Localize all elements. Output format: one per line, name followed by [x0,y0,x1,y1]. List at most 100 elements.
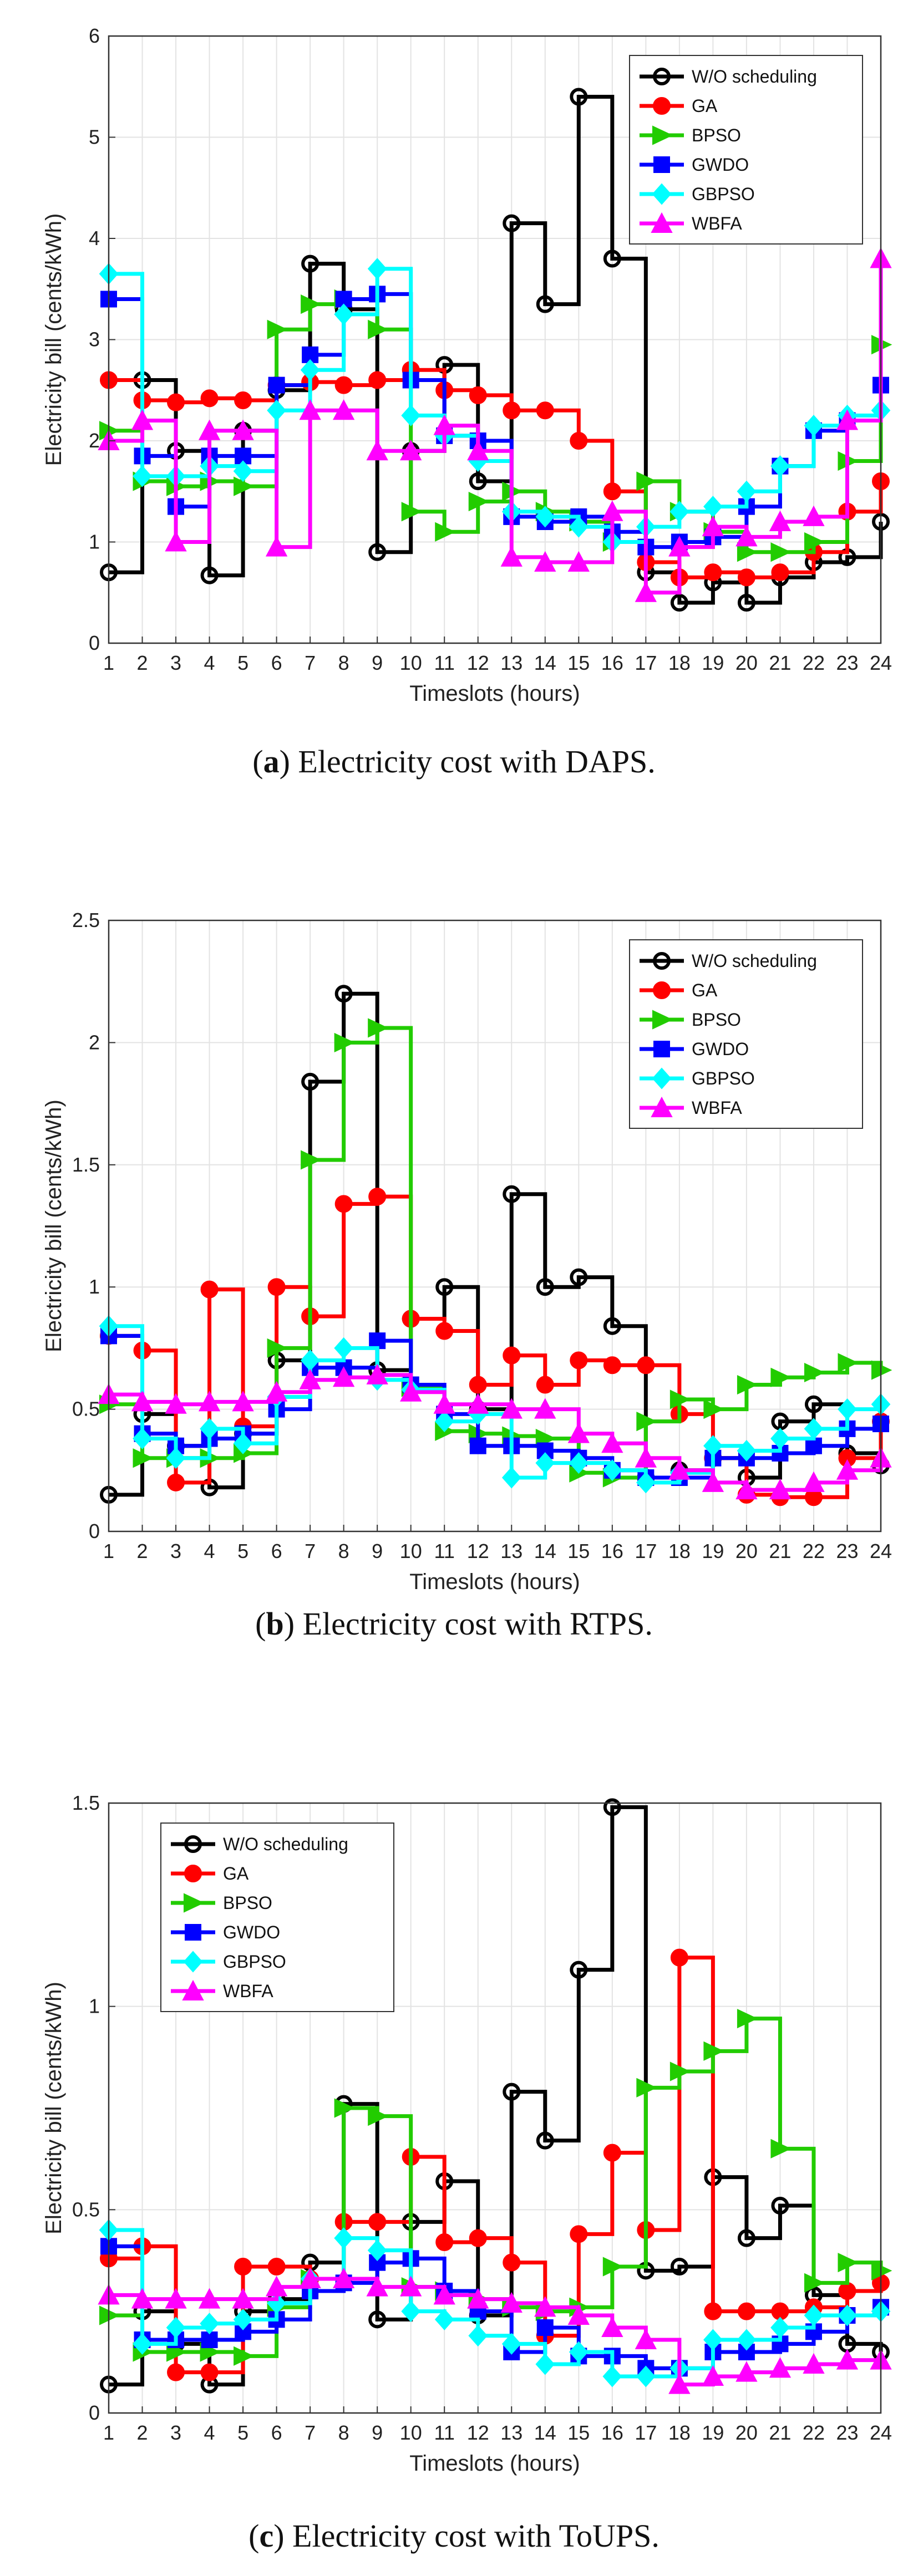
data-point [433,2284,455,2305]
data-point [836,1459,859,1480]
data-point [401,404,421,426]
data-point [334,376,353,394]
series-gbpso [99,1315,891,1494]
y-tick-label: 2 [89,429,100,452]
data-point [200,2313,219,2335]
y-tick-label: 1.5 [72,1791,100,1814]
data-point [804,2273,825,2293]
x-tick-label: 13 [500,1540,523,1562]
data-point [268,376,285,394]
legend-marker [183,1951,203,1973]
legend-entry: GA [692,96,718,116]
data-point [603,1798,621,1816]
series-wbfa [98,247,892,602]
x-tick-label: 8 [338,1540,349,1562]
data-point [603,2144,621,2162]
data-point [133,1427,152,1450]
x-tick-label: 11 [434,1540,455,1562]
data-point [334,1032,356,1052]
data-point [803,2353,825,2374]
data-point [601,500,623,521]
legend: W/O scheduling GA BPSO GWDO GBPSO WBFA [629,939,863,1129]
data-point [668,1459,691,1480]
axes-box [108,919,882,1533]
data-point [803,505,825,526]
legend-marker [653,952,671,970]
data-point [636,1412,657,1432]
y-tick-label: 0 [89,632,100,654]
data-point [838,2282,856,2300]
y-axis-label: Electricity bill (cents/kWh) [42,213,66,466]
data-point [334,2227,353,2249]
data-point [535,2353,555,2375]
legend-entry: GWDO [223,1922,280,1942]
data-point [668,536,691,557]
legend-marker [182,1979,204,2000]
data-point [771,2197,789,2214]
x-tick-label: 11 [434,2421,455,2444]
data-point [703,2041,724,2061]
data-point [737,2302,755,2320]
data-point [770,2139,792,2158]
data-point [332,2267,355,2288]
data-point [468,2325,488,2347]
data-point [503,401,521,420]
data-point [804,2304,824,2326]
data-point [603,1317,621,1335]
data-point [737,1374,758,1395]
x-tick-label: 19 [702,2421,724,2444]
legend-entry: BPSO [692,125,741,145]
y-tick-label: 2 [89,1031,100,1053]
x-tick-label: 16 [601,1540,623,1562]
legend: W/O scheduling GA BPSO GWDO GBPSO WBFA [629,55,863,245]
x-tick-label: 21 [769,1540,791,1562]
x-tick-label: 14 [534,651,556,674]
x-tick-label: 6 [271,1540,282,1562]
data-point [334,2098,356,2118]
data-point [366,1363,388,1384]
data-point [234,391,252,409]
x-tick-label: 24 [870,651,892,674]
y-tick-label: 5 [89,126,100,149]
y-tick-label: 1 [89,1995,100,2018]
data-point [433,414,455,435]
data-point [536,2319,554,2336]
data-point [737,568,755,587]
data-point [299,2267,321,2288]
legend-entry: GBPSO [692,184,755,204]
x-tick-label: 18 [668,651,691,674]
data-point [467,440,489,461]
legend-marker [652,125,673,145]
x-tick-label: 10 [400,1540,422,1562]
x-tick-label: 23 [836,1540,858,1562]
data-point [301,1150,322,1170]
data-point [368,319,389,339]
data-point [635,2328,657,2349]
data-point [131,2288,154,2309]
data-point [836,409,859,430]
data-point [435,1322,454,1340]
data-point [603,1356,621,1374]
y-tick-label: 0 [89,2401,100,2424]
x-tick-label: 1 [103,1540,114,1562]
data-point [435,1278,454,1296]
x-axis-label: Timeslots (hours) [409,1570,580,1594]
x-tick-label: 20 [735,2421,758,2444]
data-point [737,2329,757,2351]
data-point [301,294,322,314]
y-tick-label: 1.5 [72,1153,100,1176]
data-point [702,515,724,537]
data-point [669,1389,691,1409]
legend-marker [653,68,671,85]
y-tick-label: 2.5 [72,909,100,931]
data-point [267,399,286,421]
data-point [166,1447,186,1469]
x-tick-label: 2 [137,2421,148,2444]
data-point [567,551,590,572]
data-point [334,985,353,1003]
data-point [570,432,588,450]
x-tick-label: 9 [372,651,383,674]
x-tick-label: 19 [702,651,724,674]
data-point [769,1478,792,1500]
data-point [133,2333,152,2355]
